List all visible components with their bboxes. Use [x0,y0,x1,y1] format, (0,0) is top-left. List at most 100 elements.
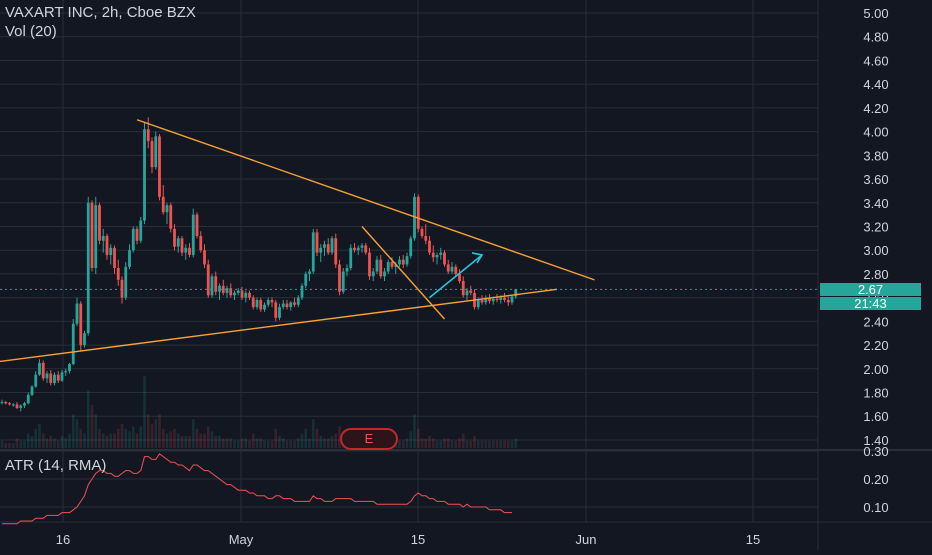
candle-body [218,285,221,292]
candle-body [169,205,173,229]
candle [465,288,469,301]
price-axis-label: 5.00 [863,6,888,21]
candle [323,240,326,257]
symbol-title[interactable]: VAXART INC, 2h, Cboe BZX [5,4,196,21]
volume-bar [26,433,30,448]
volume-bar [308,438,311,448]
candle-body [161,196,165,213]
candle [135,226,139,245]
candle-body [439,252,443,255]
candle-body [259,300,263,310]
candle-body [469,290,473,293]
atr-indicator-label[interactable]: ATR (14, RMA) [5,457,107,474]
candle-body [60,372,64,381]
volume-bar [300,433,304,448]
volume-bar [405,438,409,448]
candle-body [446,264,450,272]
candle [439,247,443,260]
price-axis-label: 2.80 [863,267,888,282]
candle-body [379,259,383,277]
bar-countdown-badge: 21:43 [820,297,921,310]
volume-bar [319,436,323,448]
candle-body [101,235,105,241]
candle-body [195,214,199,236]
candle [225,285,229,298]
volume-bar [450,440,454,448]
candle [116,259,120,286]
volume-bar [473,436,476,448]
candle [330,235,334,255]
candle-body [383,271,386,277]
candle-body [461,281,465,296]
candle [94,196,98,274]
volume-bar [68,433,71,448]
price-axis-label: 4.00 [863,125,888,140]
candle-body [86,202,90,334]
candle [68,362,71,374]
candle [401,254,405,268]
candle-body [240,290,244,298]
volume-bar [19,440,23,448]
time-axis-label: Jun [576,532,597,547]
volume-bar [266,440,270,448]
volume-bar [169,431,173,448]
candle [38,359,41,376]
candle [424,224,428,245]
volume-bar [210,431,214,448]
volume-bar [176,433,180,448]
candle [356,245,360,255]
candle-body [41,362,45,379]
candle-body [131,228,135,251]
candle-body [503,297,506,301]
candle-body [206,264,210,296]
candle-body [510,296,514,303]
candle [341,267,345,295]
candle [214,271,218,296]
candle-body [244,292,248,298]
candle-body [71,323,75,365]
candle [86,196,90,336]
candle-body [83,333,86,346]
earnings-marker-icon[interactable]: E [340,428,398,450]
candle [176,235,180,253]
price-axis-label: 1.80 [863,386,888,401]
candle [259,297,263,312]
candle [278,303,281,321]
candle [443,250,446,267]
trendline [136,119,595,281]
candle [26,392,30,405]
volume-bar [116,428,120,448]
volume-bar [420,438,424,448]
volume-bar [191,419,195,448]
candle-body [165,205,169,213]
candle [386,259,390,274]
volume-bar [338,426,341,448]
candle [353,243,356,253]
candle [165,202,169,225]
volume-bar [229,438,233,448]
volume-bar [330,436,334,448]
volume-indicator-label[interactable]: Vol (20) [5,23,57,40]
volume-bar [161,428,165,448]
candle [34,371,38,388]
volume-bar [221,438,225,448]
candle [233,290,236,301]
candle-body [323,244,326,248]
candle-body [484,297,488,303]
price-axis-label: 1.60 [863,409,888,424]
volume-bar [514,438,518,448]
time-axis-label: May [229,532,254,547]
candle-body [458,273,461,282]
volume-bar [79,428,83,448]
candle [510,295,514,305]
candle-body [488,297,491,302]
candle-body [353,247,356,251]
candle-body [416,196,420,229]
candle [368,247,371,280]
volume-bar [484,440,488,448]
trendline [361,226,446,320]
volume-bar [334,433,338,448]
volume-bar [56,440,60,448]
